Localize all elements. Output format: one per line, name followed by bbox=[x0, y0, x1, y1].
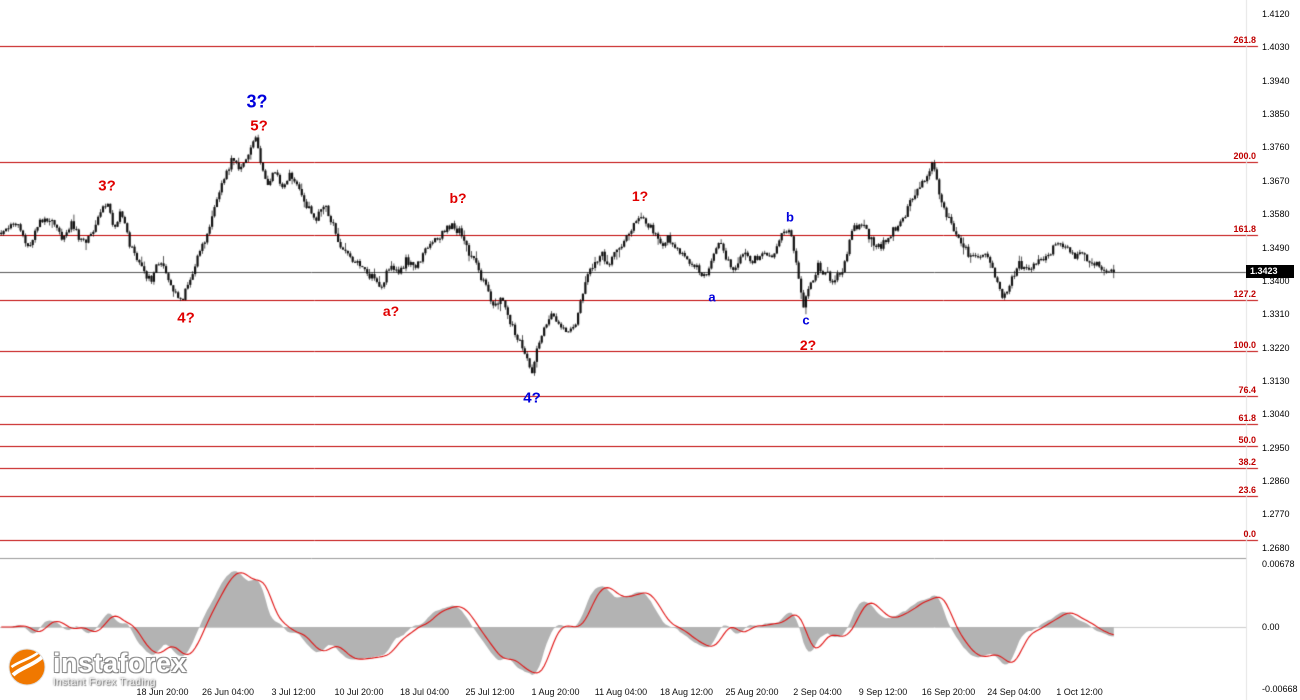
instaforex-globe-icon bbox=[8, 648, 46, 691]
logo-brand-text: instaforex bbox=[53, 648, 188, 678]
instaforex-watermark: instaforex Instant Forex Trading bbox=[8, 648, 187, 691]
current-price-badge: 1.3423 bbox=[1246, 265, 1294, 279]
logo-tagline: Instant Forex Trading bbox=[53, 677, 156, 688]
